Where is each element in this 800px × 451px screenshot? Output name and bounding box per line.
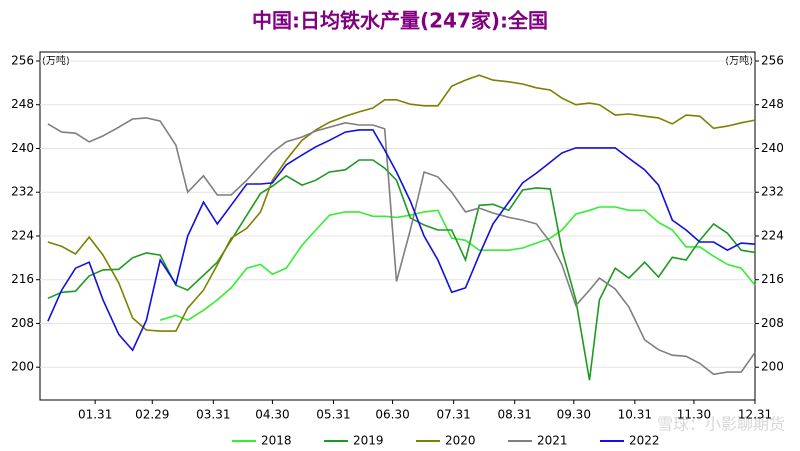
x-tick-label: 03.31	[196, 408, 230, 422]
chart-title: 中国:日均铁水产量(247家):全国	[252, 9, 548, 33]
y-tick-label: 208	[11, 316, 34, 330]
x-tick-label: 11.30	[677, 408, 711, 422]
y-tick-label: 216	[11, 272, 34, 286]
legend-label: 2020	[445, 434, 476, 448]
series-line	[47, 117, 756, 376]
y2-tick-label: 240	[761, 141, 784, 155]
series-line	[47, 129, 756, 352]
y2-tick-label: 216	[761, 272, 784, 286]
x-tick-label: 01.31	[78, 408, 112, 422]
y-tick-label: 256	[11, 54, 34, 68]
watermark: 雪球：小影聊期货	[657, 415, 785, 434]
series-line	[159, 206, 756, 322]
series-line	[47, 74, 756, 332]
x-tick-label: 04.30	[255, 408, 289, 422]
legend-label: 2018	[261, 434, 292, 448]
y-tick-label: 224	[11, 228, 34, 242]
y-tick-label: 232	[11, 185, 34, 199]
series-line	[47, 159, 756, 381]
x-tick-label: 08.31	[498, 408, 532, 422]
x-tick-label: 02.29	[135, 408, 169, 422]
y-tick-label: 240	[11, 141, 34, 155]
x-tick-label: 05.31	[316, 408, 350, 422]
plot-frame	[39, 51, 756, 401]
legend-label: 2021	[537, 434, 568, 448]
y-tick-label: 248	[11, 97, 34, 111]
legend-label: 2022	[629, 434, 660, 448]
y2-tick-label: 208	[761, 316, 784, 330]
x-tick-label: 09.30	[557, 408, 591, 422]
legend-label: 2019	[353, 434, 384, 448]
y2-tick-label: 200	[761, 360, 784, 374]
y2-tick-label: 248	[761, 97, 784, 111]
y2-tick-label: 224	[761, 228, 784, 242]
x-tick-label: 12.31	[738, 408, 772, 422]
x-tick-label: 07.31	[436, 408, 470, 422]
y-tick-label: 200	[11, 360, 34, 374]
y2-tick-label: 232	[761, 185, 784, 199]
x-tick-label: 10.31	[618, 408, 652, 422]
x-tick-label: 06.30	[375, 408, 409, 422]
y2-tick-label: 256	[761, 54, 784, 68]
